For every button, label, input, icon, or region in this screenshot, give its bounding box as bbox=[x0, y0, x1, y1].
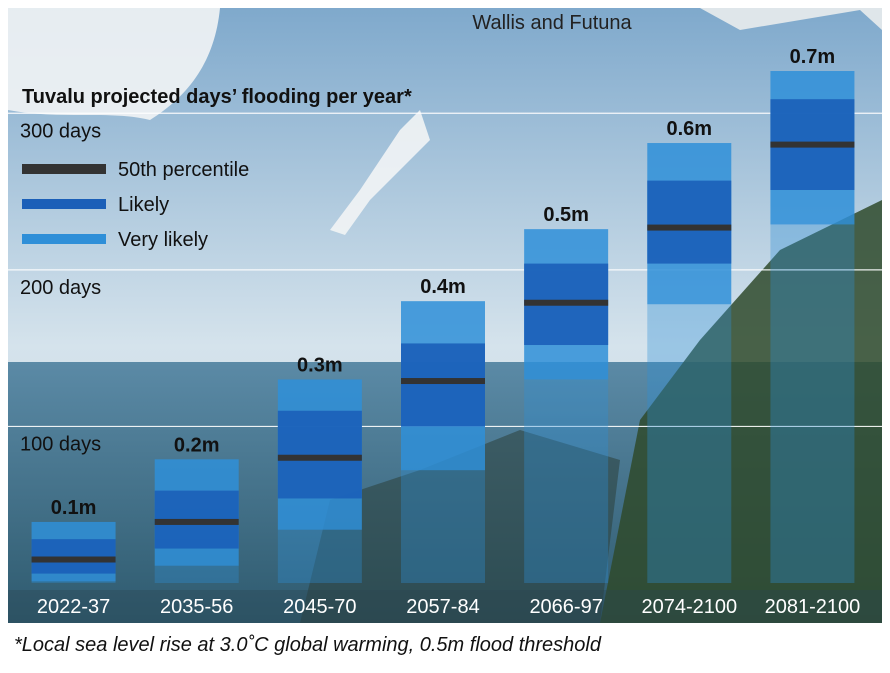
median bbox=[770, 141, 855, 148]
bar-base bbox=[401, 470, 485, 583]
bar-label: 0.5m bbox=[543, 204, 589, 226]
bar-base bbox=[770, 224, 855, 584]
x-tick-label: 2045-70 bbox=[283, 596, 356, 618]
y-tick-label: 200 days bbox=[20, 277, 101, 299]
x-tick-label: 2057-84 bbox=[406, 596, 479, 618]
bar-base bbox=[154, 565, 239, 583]
legend-swatch bbox=[22, 234, 106, 244]
bar-base bbox=[277, 529, 362, 583]
median bbox=[524, 299, 609, 306]
legend-label: Likely bbox=[118, 194, 169, 216]
legend-label: Very likely bbox=[118, 229, 208, 251]
likely-range bbox=[277, 410, 362, 499]
median bbox=[154, 518, 239, 525]
axis-band bbox=[8, 590, 882, 623]
bar-label: 0.2m bbox=[174, 434, 220, 456]
bar-base bbox=[524, 379, 609, 583]
y-tick-label: 300 days bbox=[20, 120, 101, 142]
likely-range bbox=[31, 539, 116, 574]
x-tick-label: 2035-56 bbox=[160, 596, 233, 618]
map-label: Wallis and Futuna bbox=[472, 12, 632, 34]
median bbox=[31, 556, 116, 563]
background-rocks bbox=[300, 430, 620, 623]
x-tick-label: 2081-2100 bbox=[765, 596, 861, 618]
map-land bbox=[700, 8, 882, 30]
likely-range bbox=[647, 180, 732, 264]
chart-title: Tuvalu projected days’ flooding per year… bbox=[22, 86, 412, 108]
y-tick-label: 100 days bbox=[20, 433, 101, 455]
legend-swatch bbox=[22, 199, 106, 209]
bar-label: 0.3m bbox=[297, 354, 343, 376]
background-vegetation bbox=[600, 200, 882, 623]
bar-label: 0.4m bbox=[420, 276, 466, 298]
median bbox=[401, 378, 485, 385]
bar-base bbox=[31, 581, 116, 583]
legend-swatch bbox=[22, 164, 106, 174]
x-tick-label: 2074-2100 bbox=[641, 596, 737, 618]
likely-range bbox=[401, 343, 485, 427]
median bbox=[647, 224, 732, 231]
legend: 50th percentile Likely Very likely bbox=[22, 159, 249, 251]
median bbox=[277, 454, 362, 461]
legend-label: 50th percentile bbox=[118, 159, 249, 181]
bar-base bbox=[647, 304, 732, 583]
map-land bbox=[330, 110, 430, 235]
bar-label: 0.7m bbox=[790, 46, 836, 68]
bar-label: 0.6m bbox=[666, 118, 712, 140]
footnote: *Local sea level rise at 3.0˚C global wa… bbox=[14, 634, 602, 656]
x-tick-label: 2066-97 bbox=[529, 596, 602, 618]
map-land bbox=[8, 8, 220, 120]
bar-label: 0.1m bbox=[51, 497, 97, 519]
x-tick-label: 2022-37 bbox=[37, 596, 110, 618]
